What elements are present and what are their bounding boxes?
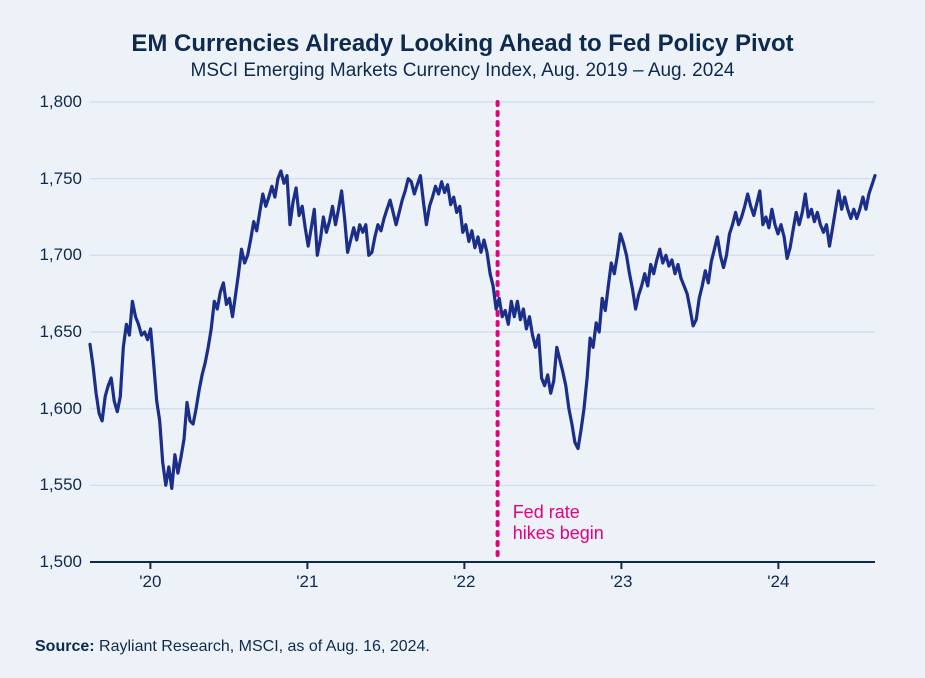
x-axis-label: '22	[453, 572, 475, 592]
y-axis-label: 1,800	[39, 92, 82, 112]
source-text: Rayliant Research, MSCI, as of Aug. 16, …	[95, 638, 430, 655]
y-axis-label: 1,550	[39, 475, 82, 495]
x-axis-label: '21	[296, 572, 318, 592]
chart-container: EM Currencies Already Looking Ahead to F…	[0, 0, 925, 678]
chart-subtitle: MSCI Emerging Markets Currency Index, Au…	[35, 60, 890, 82]
chart-svg	[90, 102, 875, 562]
plot-area: 1,5001,5501,6001,6501,7001,7501,800'20'2…	[90, 102, 875, 562]
x-axis-label: '20	[139, 572, 161, 592]
y-axis-label: 1,650	[39, 322, 82, 342]
y-axis-label: 1,600	[39, 399, 82, 419]
y-axis-label: 1,500	[39, 552, 82, 572]
x-axis-label: '24	[767, 572, 789, 592]
chart-title: EM Currencies Already Looking Ahead to F…	[35, 30, 890, 58]
source-label: Source:	[35, 638, 95, 655]
y-axis-label: 1,700	[39, 245, 82, 265]
source-line: Source: Rayliant Research, MSCI, as of A…	[35, 638, 430, 656]
plot-wrap: 1,5001,5501,6001,6501,7001,7501,800'20'2…	[90, 102, 875, 562]
y-axis-label: 1,750	[39, 169, 82, 189]
x-axis-label: '23	[610, 572, 632, 592]
fed-annotation: Fed ratehikes begin	[513, 502, 604, 545]
